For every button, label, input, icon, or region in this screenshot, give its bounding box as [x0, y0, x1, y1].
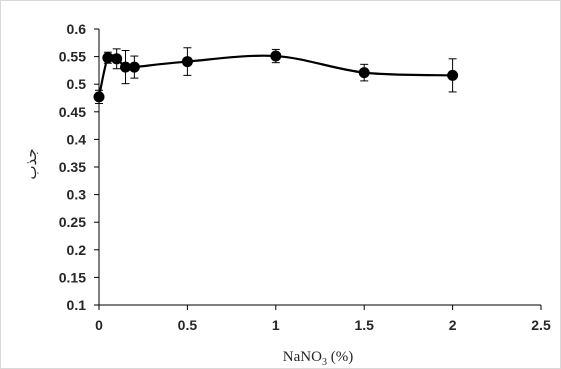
data-point	[120, 61, 132, 73]
data-point	[111, 53, 123, 65]
data-point	[181, 56, 193, 68]
axes	[94, 28, 542, 310]
y-tick-label: 0.6	[67, 21, 87, 37]
y-tick-label: 0.2	[67, 242, 87, 258]
y-tick-label: 0.3	[67, 187, 87, 203]
y-axis-title: جذب	[24, 148, 40, 179]
x-tick-label: 0.5	[178, 317, 198, 333]
y-tick-label: 0.4	[67, 131, 87, 147]
y-tick-label: 0.35	[59, 159, 86, 175]
data-point	[358, 67, 370, 79]
y-tick-label: 0.5	[67, 76, 87, 92]
data-point	[93, 91, 105, 103]
x-tick-label: 2	[449, 317, 457, 333]
x-tick-label: 2.5	[531, 317, 551, 333]
y-tick-label: 0.1	[67, 297, 87, 313]
y-tick-label: 0.45	[59, 104, 86, 120]
x-tick-label: 1.5	[354, 317, 374, 333]
series-layer	[93, 47, 459, 105]
x-axis-title: NaNO3 (%)	[283, 349, 353, 368]
data-point	[102, 52, 114, 64]
y-tick-label: 0.55	[59, 49, 86, 65]
x-tick-label: 0	[95, 317, 103, 333]
data-point	[128, 61, 140, 73]
labels-layer: 0.1 0.15 0.2 0.25 0.3 0.35 0.4 0.45 0.5 0.55 0.6 0 0…	[24, 21, 551, 368]
x-tick-label: 1	[272, 317, 280, 333]
data-point	[270, 50, 282, 62]
data-point	[447, 69, 459, 81]
y-tick-label: 0.25	[59, 214, 86, 230]
y-tick-label: 0.15	[59, 269, 86, 285]
